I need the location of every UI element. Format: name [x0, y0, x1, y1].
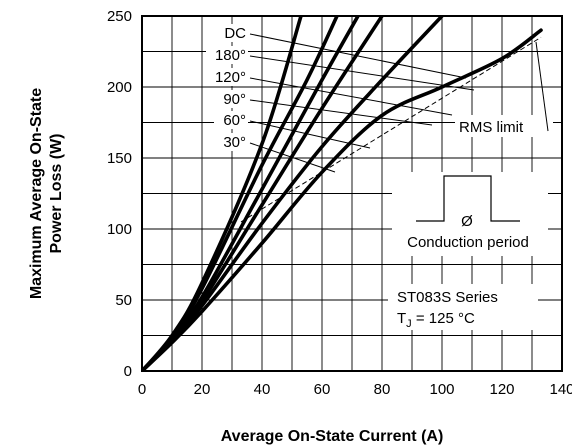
x-tick-label: 20	[194, 381, 211, 398]
y-tick-label: 200	[107, 79, 132, 96]
series-label: DC	[224, 25, 246, 42]
x-tick-label: 0	[138, 381, 146, 398]
rms-limit-line	[240, 36, 542, 223]
label-background	[220, 24, 248, 42]
label-leader-line	[249, 142, 336, 173]
label-leader-line	[249, 33, 467, 79]
y-tick-label: 100	[107, 221, 132, 238]
y-axis-title-line2: Power Loss (W)	[48, 133, 65, 253]
y-axis-title-line1: Maximum Average On-State	[28, 88, 45, 299]
plot-frame	[141, 15, 563, 372]
label-leader-line	[249, 120, 371, 149]
label-background	[214, 111, 248, 129]
rms-limit-label: RMS limit	[459, 119, 524, 136]
y-tick-label: 250	[107, 8, 132, 25]
x-tick-label: 40	[254, 381, 271, 398]
conduction-angle-symbol: Ø	[461, 213, 473, 230]
y-tick-label: 50	[115, 292, 132, 309]
series-label: 30°	[223, 134, 246, 151]
device-series-label: ST083S Series	[397, 289, 498, 306]
series-label: 180°	[215, 47, 246, 64]
series-line	[142, 28, 543, 371]
series-label: 60°	[223, 112, 246, 129]
x-axis-title: Average On-State Current (A)	[221, 428, 444, 445]
label-background	[455, 115, 553, 137]
label-leader-line	[249, 99, 433, 126]
series-line	[142, 16, 303, 371]
x-tick-label: 80	[374, 381, 391, 398]
y-tick-label: 150	[107, 150, 132, 167]
x-tick-label: 60	[314, 381, 331, 398]
series-label: 90°	[223, 91, 246, 108]
conduction-waveform-icon	[416, 175, 520, 222]
series-label: 120°	[215, 69, 246, 86]
label-leader-line	[249, 55, 475, 91]
junction-temp-label: TJ = 125 °C	[397, 310, 475, 330]
x-tick-label: 120	[489, 381, 514, 398]
y-tick-label: 0	[124, 363, 132, 380]
label-background	[214, 90, 248, 108]
conduction-box-background	[392, 172, 548, 256]
rms-leader-line	[535, 41, 549, 132]
x-tick-label: 140	[549, 381, 572, 398]
label-leader-line	[249, 77, 453, 116]
x-tick-label: 100	[429, 381, 454, 398]
label-background	[214, 133, 248, 151]
conduction-period-label: Conduction period	[407, 234, 529, 251]
label-background	[206, 46, 248, 64]
series-info-background	[388, 284, 538, 330]
label-background	[206, 68, 248, 86]
